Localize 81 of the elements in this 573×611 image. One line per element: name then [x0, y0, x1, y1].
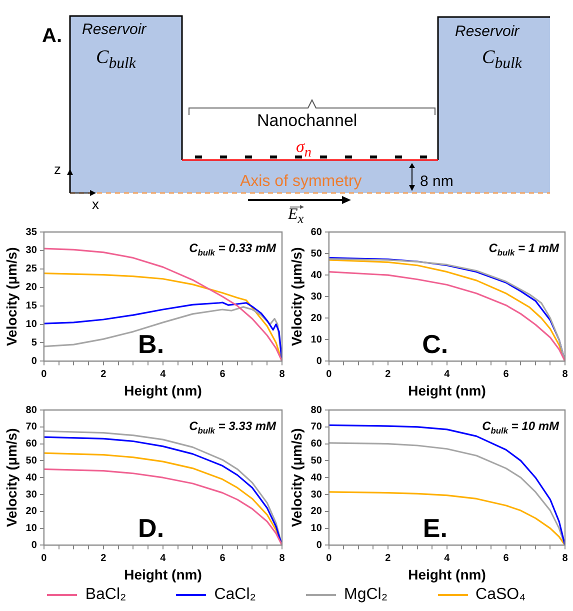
- x-tick-label: 0: [41, 368, 48, 380]
- x-tick-label: 8: [279, 368, 286, 380]
- x-tick-label: 4: [160, 552, 166, 564]
- annotation: B.: [138, 329, 164, 360]
- annotation: E.: [422, 513, 448, 544]
- y-axis-title: Velocity (μm/s): [3, 428, 20, 528]
- y-axis-title: Velocity (μm/s): [3, 247, 20, 346]
- y-tick-label: 0: [31, 540, 38, 551]
- y-tick-label: 40: [310, 472, 322, 484]
- x-tick-label: 8: [562, 552, 568, 564]
- y-tick-label: 35: [26, 226, 38, 238]
- annotation: D.: [138, 513, 164, 544]
- y-tick-label: 70: [26, 422, 38, 433]
- x-tick-label: 2: [385, 552, 392, 564]
- text: σ$_{n}$: [296, 137, 312, 160]
- annotation: C.: [422, 329, 448, 360]
- text: Axis of symmetry: [240, 173, 362, 190]
- y-tick-label: 60: [310, 226, 322, 238]
- y-tick-label: 70: [310, 422, 322, 433]
- y-tick-label: 0: [316, 356, 322, 367]
- y-tick-label: 50: [310, 455, 322, 466]
- x-tick-label: 2: [100, 552, 107, 564]
- text: z: [54, 161, 61, 177]
- legend-label: MgCl₂: [344, 586, 388, 604]
- y-tick-label: 60: [26, 438, 38, 450]
- x-axis-title: Height (nm): [124, 382, 202, 398]
- y-tick-label: 80: [26, 404, 38, 416]
- text: x: [92, 196, 99, 212]
- y-tick-label: 10: [310, 334, 322, 346]
- y-tick-label: 10: [26, 319, 38, 330]
- x-tick-label: 6: [503, 368, 510, 380]
- text: C$_{bulk}$: [96, 47, 136, 72]
- y-tick-label: 30: [26, 489, 38, 500]
- y-tick-label: 20: [310, 506, 322, 518]
- x-tick-label: 8: [279, 552, 286, 564]
- y-tick-label: 30: [26, 245, 38, 256]
- x-tick-label: 0: [41, 552, 48, 564]
- y-tick-label: 20: [310, 312, 322, 324]
- y-tick-label: 30: [310, 291, 322, 302]
- x-tick-label: 6: [220, 552, 226, 564]
- y-tick-label: 50: [26, 455, 38, 466]
- y-tick-label: 25: [26, 264, 38, 275]
- x-axis-title: Height (nm): [124, 566, 202, 582]
- text: 8 nm: [420, 173, 454, 190]
- y-tick-label: 50: [310, 248, 322, 260]
- legend-label: BaCl₂: [85, 586, 126, 604]
- y-tick-label: 40: [26, 472, 38, 484]
- y-tick-label: 20: [26, 282, 38, 294]
- x-tick-label: 2: [100, 368, 107, 380]
- x-tick-label: 4: [160, 368, 166, 380]
- y-axis-title: Velocity (μm/s): [288, 428, 304, 528]
- text: Reservoir: [82, 21, 146, 38]
- text: A.: [42, 25, 62, 47]
- y-tick-label: 20: [26, 506, 38, 518]
- text: Nanochannel: [257, 111, 358, 130]
- x-tick-label: 0: [326, 552, 332, 564]
- x-axis-title: Height (nm): [408, 566, 486, 582]
- y-tick-label: 0: [316, 540, 322, 551]
- x-tick-label: 6: [503, 552, 510, 564]
- y-tick-label: 0: [31, 356, 38, 367]
- x-tick-label: 4: [444, 368, 450, 380]
- y-tick-label: 60: [310, 438, 322, 450]
- x-axis-title: Height (nm): [408, 382, 486, 398]
- legend-label: CaCl₂: [214, 586, 256, 604]
- y-tick-label: 30: [310, 489, 322, 500]
- x-tick-label: 4: [444, 552, 450, 564]
- y-tick-label: 10: [26, 523, 38, 534]
- y-tick-label: 15: [26, 300, 38, 312]
- y-axis-title: Velocity (μm/s): [288, 247, 304, 346]
- text: C$_{bulk}$: [482, 47, 522, 72]
- y-tick-label: 10: [310, 523, 322, 534]
- y-tick-label: 40: [310, 270, 322, 281]
- y-tick-label: 5: [31, 337, 38, 348]
- legend-label: CaSO₄: [476, 586, 526, 604]
- x-tick-label: 6: [220, 368, 226, 380]
- x-tick-label: 8: [562, 368, 568, 380]
- x-tick-label: 2: [385, 368, 392, 380]
- text: E$_{x}$: [288, 206, 304, 226]
- x-tick-label: 0: [326, 368, 332, 380]
- text: Reservoir: [455, 23, 520, 40]
- y-tick-label: 80: [310, 404, 322, 416]
